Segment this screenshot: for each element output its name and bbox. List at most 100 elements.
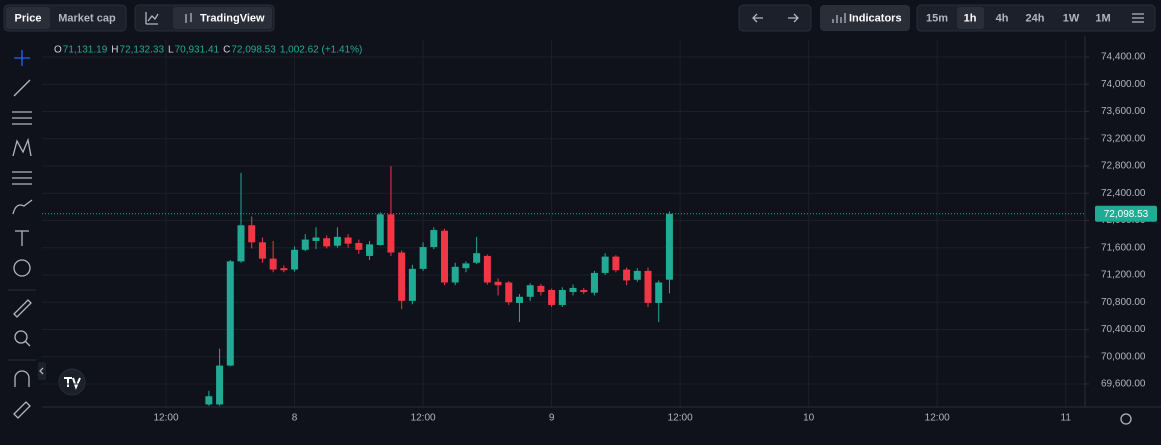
collapse-button[interactable] xyxy=(38,362,46,380)
candle-body xyxy=(387,214,395,253)
candle-body xyxy=(665,213,673,280)
x-tick-label: 8 xyxy=(292,413,298,424)
timeframe-button[interactable]: 1M xyxy=(1095,12,1110,24)
y-tick-label: 72,400.00 xyxy=(1101,188,1146,199)
line-chart-button[interactable] xyxy=(145,12,159,25)
fib-tool[interactable] xyxy=(12,111,32,125)
timeframes: 15m 1h 4h 24h 1W 1M xyxy=(926,12,1111,24)
candle-body xyxy=(312,237,320,241)
candle-body xyxy=(655,282,663,303)
ohlc-key: L xyxy=(168,45,174,56)
tradingview-button[interactable] xyxy=(173,7,272,29)
candle-body xyxy=(248,225,256,243)
candle-body xyxy=(408,268,416,301)
y-tick-label: 70,400.00 xyxy=(1101,324,1146,335)
candle-body xyxy=(590,272,598,293)
zoom-tool[interactable] xyxy=(14,330,28,344)
zoom-handle xyxy=(24,340,31,347)
candle-body xyxy=(333,236,341,246)
text-tool[interactable] xyxy=(15,230,29,246)
candle-body xyxy=(419,247,427,269)
candle-body xyxy=(633,270,641,280)
price-label[interactable]: Price xyxy=(15,12,42,24)
tv-logo-mark xyxy=(64,377,81,390)
plot-area: 69,600.00 70,000.00 70,400.00 70,800.00 71,2… xyxy=(42,36,1161,424)
y-tick-label: 73,600.00 xyxy=(1101,106,1146,117)
timeframe-button[interactable]: 4h xyxy=(996,12,1009,24)
indicators-button[interactable] xyxy=(820,5,910,31)
drawing-toolbar xyxy=(8,50,46,419)
x-tick-label: 12:00 xyxy=(668,413,693,424)
brush-tool[interactable] xyxy=(12,199,33,215)
candle-body xyxy=(644,270,652,303)
y-tick-label: 71,200.00 xyxy=(1101,270,1146,281)
tv-logo[interactable] xyxy=(58,368,86,396)
projection-tool[interactable] xyxy=(12,171,32,185)
candle-body xyxy=(344,237,352,244)
candle-body xyxy=(473,253,481,263)
y-tick-label: 72,800.00 xyxy=(1101,161,1146,172)
candle-body xyxy=(291,249,299,270)
candle-body xyxy=(280,268,288,271)
candle-body xyxy=(258,242,266,259)
back-button[interactable] xyxy=(752,13,763,23)
ohlc-value: 72,132.33 xyxy=(120,45,165,56)
top-bar: Price Market cap TradingView Indicators … xyxy=(3,4,1156,32)
candle-body xyxy=(205,396,213,405)
ohlc-value: 70,931.41 xyxy=(175,45,220,56)
timeframe-button[interactable]: 15m xyxy=(926,12,948,24)
candle-body xyxy=(366,244,374,256)
y-tick-label: 74,000.00 xyxy=(1101,79,1146,90)
emoji-tool[interactable] xyxy=(13,259,31,277)
candle-body xyxy=(376,214,384,246)
candle-body xyxy=(483,255,491,283)
nav-group xyxy=(738,4,812,32)
pattern-tool[interactable] xyxy=(12,137,32,157)
price-button[interactable] xyxy=(6,7,50,29)
candle-icon xyxy=(185,13,192,23)
last-price-label: 72,098.53 xyxy=(1104,209,1149,220)
y-tick-label: 69,600.00 xyxy=(1101,379,1146,390)
y-tick-label: 74,400.00 xyxy=(1101,52,1146,63)
timeframe-button[interactable]: 1W xyxy=(1063,12,1080,24)
candle-body xyxy=(537,285,545,293)
trendline-tool[interactable] xyxy=(13,79,31,97)
y-tick-label: 71,600.00 xyxy=(1101,242,1146,253)
y-tick-label: 70,000.00 xyxy=(1101,351,1146,362)
eraser-tool[interactable] xyxy=(13,401,31,419)
candle-body xyxy=(323,238,331,247)
candle-body xyxy=(462,263,470,269)
ohlc-value: 72,098.53 xyxy=(231,45,276,56)
plot-clip xyxy=(42,40,1085,407)
candle-body xyxy=(216,365,224,405)
magnet-tool[interactable] xyxy=(14,370,30,387)
ohlc-key: H xyxy=(111,45,118,56)
y-tick-label: 70,800.00 xyxy=(1101,297,1146,308)
axis-settings[interactable] xyxy=(1120,413,1132,425)
settings-button[interactable] xyxy=(1132,13,1144,23)
ohlc-change: 1,002.62 (+1.41%) xyxy=(280,45,363,56)
crosshair-tool[interactable] xyxy=(14,50,30,66)
last-price-tag xyxy=(1095,205,1157,222)
forward-button[interactable] xyxy=(788,13,799,23)
candle-body xyxy=(526,285,534,297)
timeframe-button[interactable]: 1h xyxy=(964,12,977,24)
candle-body xyxy=(623,269,631,281)
candle-body xyxy=(237,225,245,262)
candle-body xyxy=(580,289,588,293)
indicators-label[interactable]: Indicators xyxy=(849,12,902,24)
timeframe-button[interactable]: 24h xyxy=(1026,12,1045,24)
candle-body xyxy=(398,252,406,301)
candle-body xyxy=(612,256,620,271)
candle-body xyxy=(569,287,577,293)
ruler-tool[interactable] xyxy=(13,299,32,318)
candle-body xyxy=(226,261,234,366)
x-tick-label: 9 xyxy=(549,413,555,424)
indicators-icon xyxy=(832,13,846,23)
tradingview-label[interactable]: TradingView xyxy=(200,12,265,24)
y-tick-label: 73,200.00 xyxy=(1101,133,1146,144)
candle-body xyxy=(301,239,309,250)
market-cap-button[interactable]: Market cap xyxy=(58,12,116,24)
